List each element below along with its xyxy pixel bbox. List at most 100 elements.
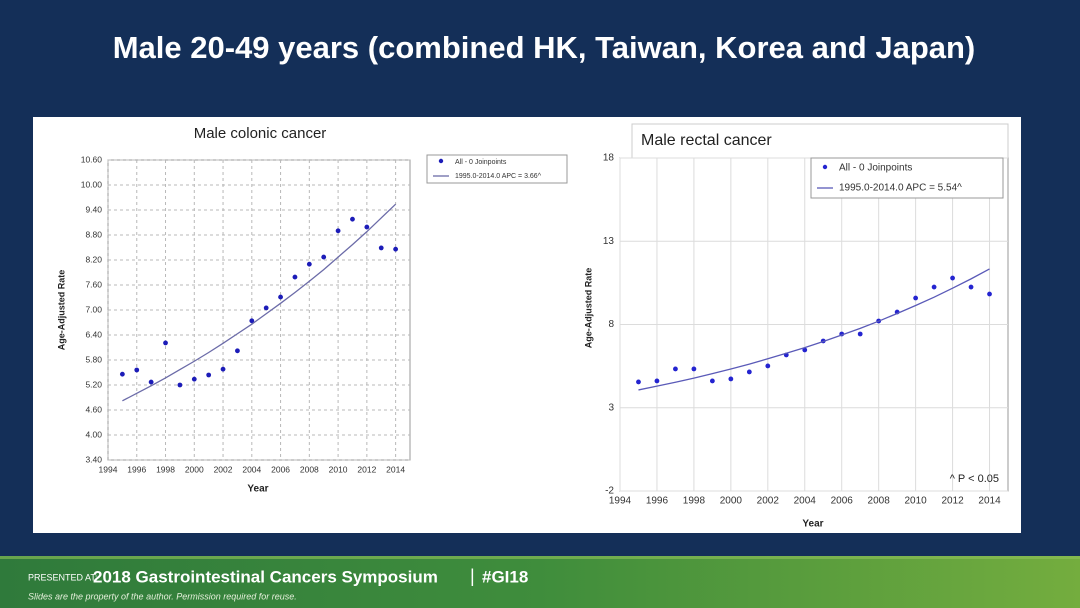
footer-hashtag: #GI18 bbox=[482, 567, 528, 586]
chart-title: Male rectal cancer bbox=[641, 132, 772, 149]
x-tick-label: 2010 bbox=[904, 496, 927, 507]
x-tick-label: 2000 bbox=[185, 464, 204, 474]
y-tick-label: 4.00 bbox=[85, 429, 102, 439]
x-tick-label: 1996 bbox=[127, 464, 146, 474]
data-point bbox=[163, 340, 168, 346]
x-tick-label: 2012 bbox=[357, 464, 376, 474]
data-point bbox=[393, 246, 399, 252]
footer-note: Slides are the property of the author. P… bbox=[28, 591, 297, 601]
data-point bbox=[691, 366, 697, 372]
y-tick-label: 8.80 bbox=[85, 229, 102, 239]
x-tick-label: 1996 bbox=[646, 496, 669, 507]
x-tick-label: 1994 bbox=[609, 496, 632, 507]
data-point bbox=[913, 295, 919, 301]
footer-separator: | bbox=[470, 566, 475, 586]
data-point bbox=[177, 382, 183, 388]
data-point bbox=[636, 379, 641, 385]
y-axis-label: Age-Adjusted Rate bbox=[583, 268, 593, 349]
y-tick-label: 10.60 bbox=[81, 154, 103, 164]
footer-edge bbox=[0, 556, 1080, 559]
footer-presented: PRESENTED AT: bbox=[28, 572, 97, 582]
data-point bbox=[673, 366, 678, 372]
y-tick-label: -2 bbox=[605, 486, 614, 497]
y-tick-label: 9.40 bbox=[85, 204, 102, 214]
data-point bbox=[278, 294, 283, 300]
x-tick-label: 1998 bbox=[683, 496, 706, 507]
data-point bbox=[802, 347, 808, 353]
legend-label: All - 0 Joinpoints bbox=[455, 159, 507, 166]
y-axis-label: Age-Adjusted Rate bbox=[56, 270, 66, 351]
data-point bbox=[709, 378, 715, 384]
y-tick-label: 8 bbox=[608, 319, 614, 330]
x-axis-label: Year bbox=[247, 484, 268, 495]
data-point bbox=[364, 224, 370, 230]
x-tick-label: 2004 bbox=[794, 496, 817, 507]
data-point bbox=[220, 366, 226, 372]
data-point bbox=[378, 245, 384, 251]
x-tick-label: 1998 bbox=[156, 464, 175, 474]
legend-label: 1995.0-2014.0 APC = 3.66^ bbox=[455, 173, 542, 180]
x-tick-label: 2008 bbox=[868, 496, 891, 507]
y-tick-label: 8.20 bbox=[85, 254, 102, 264]
y-tick-label: 13 bbox=[603, 236, 615, 247]
data-point bbox=[950, 275, 955, 281]
annotation: ^ P < 0.05 bbox=[950, 473, 999, 485]
x-tick-label: 2006 bbox=[831, 496, 854, 507]
data-point bbox=[292, 274, 298, 280]
y-tick-label: 3.40 bbox=[85, 454, 102, 464]
y-tick-label: 3 bbox=[608, 402, 614, 413]
data-point bbox=[249, 318, 255, 324]
footer-band bbox=[0, 556, 1080, 608]
legend-label: 1995.0-2014.0 APC = 5.54^ bbox=[839, 183, 962, 194]
legend-label: All - 0 Joinpoints bbox=[839, 163, 912, 174]
data-point bbox=[350, 216, 355, 222]
data-point bbox=[968, 284, 974, 290]
data-point bbox=[306, 261, 312, 267]
data-point bbox=[191, 376, 197, 382]
data-point bbox=[654, 378, 660, 384]
data-point bbox=[263, 305, 269, 311]
data-point bbox=[728, 376, 734, 382]
data-point bbox=[134, 367, 140, 373]
chart-title: Male colonic cancer bbox=[194, 125, 327, 142]
x-tick-label: 2006 bbox=[271, 464, 290, 474]
data-point bbox=[857, 331, 863, 337]
y-tick-label: 6.40 bbox=[85, 329, 102, 339]
data-point bbox=[765, 363, 771, 369]
data-point bbox=[321, 254, 327, 260]
title-frame bbox=[631, 123, 1009, 159]
data-point bbox=[206, 372, 212, 378]
y-tick-label: 7.60 bbox=[85, 279, 102, 289]
legend-box bbox=[426, 154, 568, 184]
y-tick-label: 18 bbox=[603, 153, 615, 164]
fit-line bbox=[638, 268, 990, 391]
data-point bbox=[335, 228, 341, 234]
data-point bbox=[148, 379, 154, 385]
legend-marker bbox=[438, 158, 444, 164]
y-tick-label: 5.80 bbox=[85, 354, 102, 364]
x-axis-label: Year bbox=[802, 519, 823, 530]
legend-box bbox=[810, 157, 1004, 199]
x-tick-label: 2004 bbox=[242, 464, 261, 474]
x-tick-label: 2014 bbox=[978, 496, 1001, 507]
data-point bbox=[235, 348, 240, 354]
y-tick-label: 5.20 bbox=[85, 379, 102, 389]
data-point bbox=[931, 284, 937, 290]
y-tick-label: 4.60 bbox=[85, 404, 102, 414]
fit-line bbox=[122, 203, 397, 402]
data-point bbox=[746, 369, 752, 375]
x-tick-label: 1994 bbox=[99, 464, 118, 474]
x-tick-label: 2012 bbox=[941, 496, 964, 507]
slide-title: Male 20-49 years (combined HK, Taiwan, K… bbox=[113, 30, 976, 65]
x-tick-label: 2010 bbox=[329, 464, 348, 474]
x-tick-label: 2008 bbox=[300, 464, 319, 474]
x-tick-label: 2014 bbox=[386, 464, 405, 474]
y-tick-label: 7.00 bbox=[85, 304, 102, 314]
data-point bbox=[119, 371, 125, 377]
x-tick-label: 2002 bbox=[214, 464, 233, 474]
y-tick-label: 10.00 bbox=[81, 179, 103, 189]
footer-event: 2018 Gastrointestinal Cancers Symposium bbox=[93, 567, 438, 586]
legend-marker bbox=[822, 164, 828, 170]
